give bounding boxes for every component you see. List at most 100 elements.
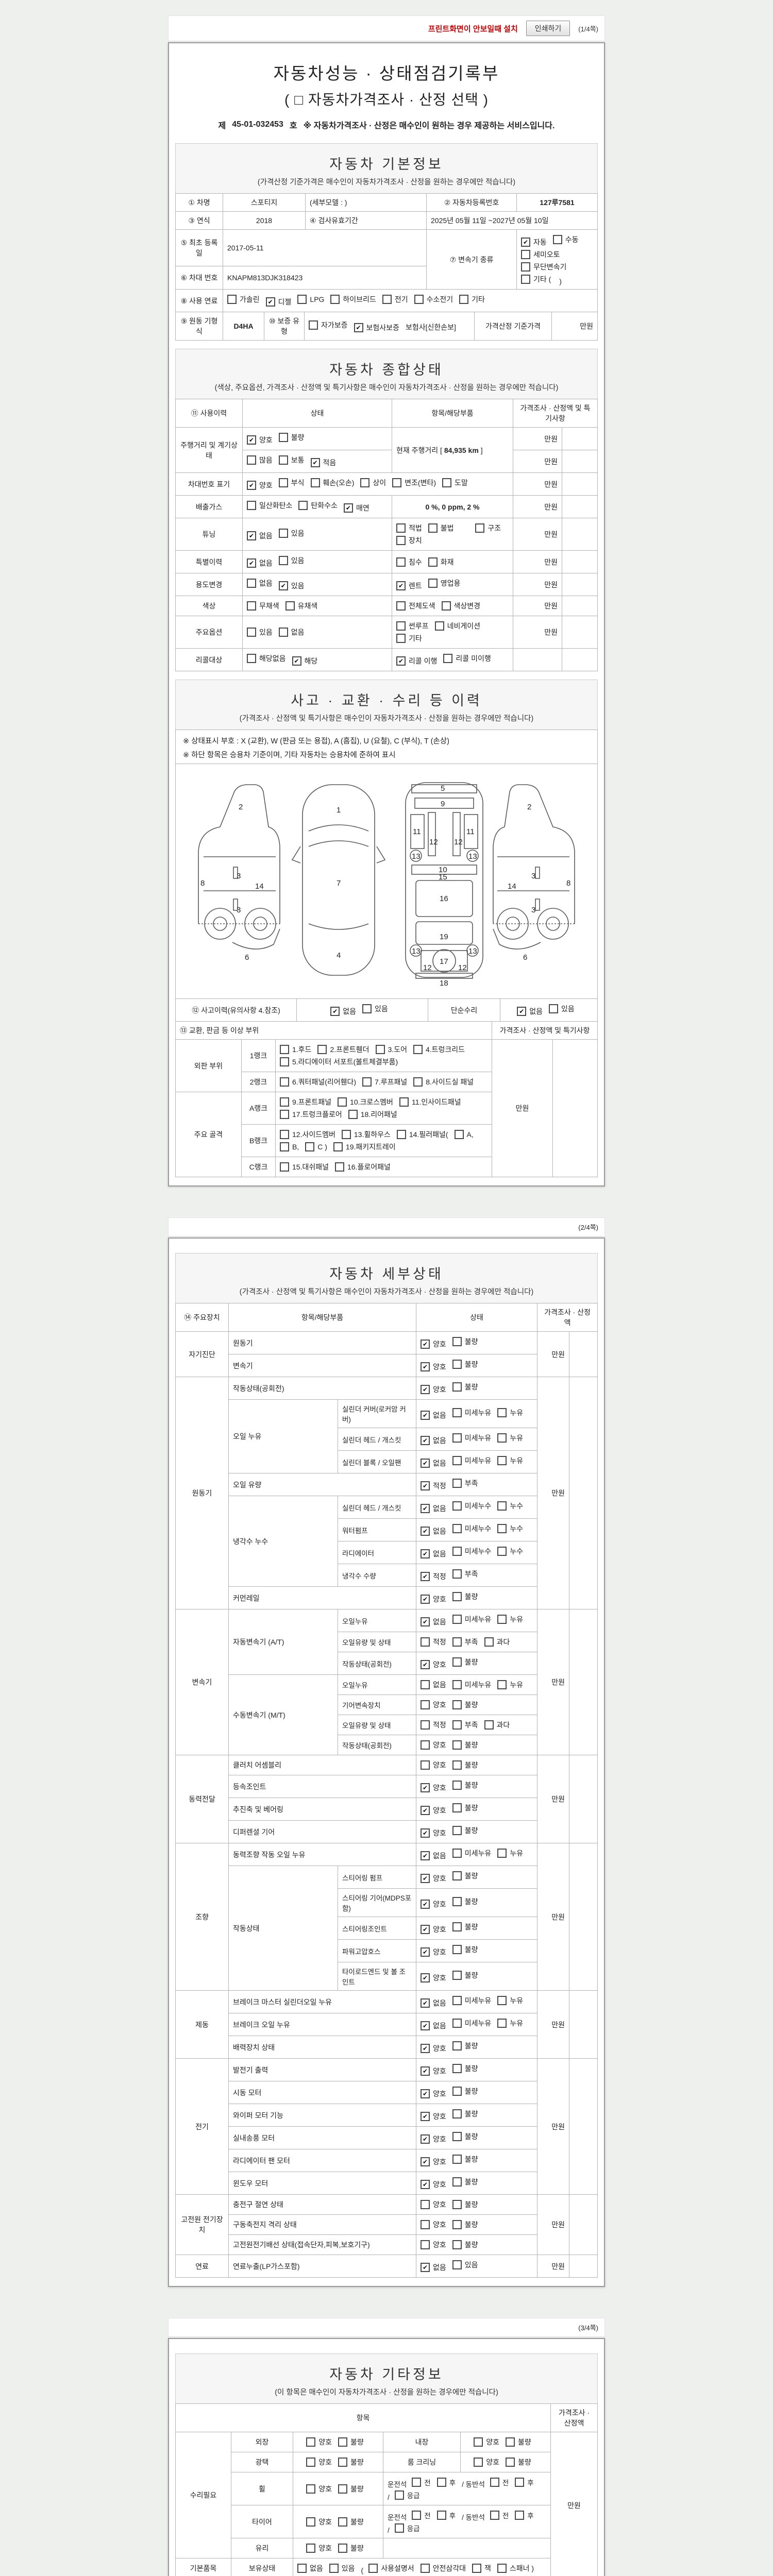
checkbox-checked[interactable]: ✔ 양호	[421, 1594, 446, 1604]
checkbox-unchecked[interactable]: 미세누수	[452, 1501, 491, 1511]
checkbox-checked[interactable]: ✔ 리콜 이행	[396, 656, 437, 666]
checkbox-unchecked[interactable]: 있음	[278, 528, 305, 538]
checkbox-unchecked[interactable]: 불량	[338, 2543, 364, 2553]
checkbox-checked[interactable]: ✔ 적음	[310, 457, 336, 468]
checkbox-unchecked[interactable]: 수소전기	[414, 294, 453, 304]
checkbox-unchecked[interactable]: 없음	[421, 1680, 446, 1690]
checkbox-unchecked[interactable]: 상이	[360, 478, 386, 488]
checkbox-unchecked[interactable]: 훼손(오손)	[310, 478, 354, 488]
checkbox-unchecked[interactable]: 없음	[278, 627, 305, 637]
checkbox-unchecked[interactable]: LPG	[297, 295, 324, 304]
checkbox-unchecked[interactable]: 양호	[421, 1760, 446, 1770]
checkbox-unchecked[interactable]: 불량	[338, 2484, 364, 2494]
checkbox-unchecked[interactable]: 없음	[297, 2563, 323, 2573]
checkbox-checked[interactable]: ✔ 적정	[421, 1481, 446, 1491]
checkbox-checked[interactable]: ✔ 양호	[421, 1384, 446, 1395]
checkbox-unchecked[interactable]: 누유	[497, 1680, 523, 1690]
checkbox-checked[interactable]: ✔ 양호	[421, 1805, 446, 1816]
checkbox-unchecked[interactable]: 양호	[306, 2543, 332, 2553]
checkbox-checked[interactable]: ✔ 양호	[421, 1659, 446, 1670]
checkbox-checked[interactable]: ✔ 양호	[247, 480, 273, 490]
checkbox-unchecked[interactable]: 응급	[394, 2490, 420, 2500]
checkbox-unchecked[interactable]: 19.패키지트레이	[333, 1142, 396, 1152]
checkbox-unchecked[interactable]: 전	[412, 2477, 431, 2487]
checkbox-checked[interactable]: ✔ 양호	[421, 1899, 446, 1909]
checkbox-unchecked[interactable]: 불량	[452, 1700, 478, 1710]
checkbox-checked[interactable]: ✔ 없음	[421, 1435, 446, 1446]
checkbox-checked[interactable]: ✔ 있음	[278, 581, 305, 591]
checkbox-unchecked[interactable]: 불량	[452, 1825, 478, 1836]
checkbox-checked[interactable]: ✔ 양호	[421, 2111, 446, 2122]
checkbox-checked[interactable]: ✔ 없음	[421, 1526, 446, 1536]
checkbox-checked[interactable]: ✔ 해당	[292, 656, 317, 666]
checkbox-unchecked[interactable]: 전	[412, 2510, 431, 2520]
checkbox-unchecked[interactable]: 불량	[338, 2437, 364, 2447]
checkbox-unchecked[interactable]: 17.트렁크플로어	[280, 1109, 342, 1120]
checkbox-unchecked[interactable]: 불량	[338, 2517, 364, 2527]
checkbox-checked[interactable]: ✔ 없음	[421, 2021, 446, 2031]
checkbox-unchecked[interactable]: 기타	[396, 633, 422, 643]
checkbox-unchecked[interactable]: 전기	[382, 294, 408, 304]
checkbox-checked[interactable]: ✔ 없음	[517, 1006, 543, 1016]
checkbox-unchecked[interactable]: 불량	[452, 1657, 478, 1667]
checkbox-checked[interactable]: ✔ 없음	[330, 1006, 356, 1016]
checkbox-unchecked[interactable]: 영업용	[428, 578, 460, 588]
checkbox-checked[interactable]: ✔ 없음	[421, 1503, 446, 1514]
checkbox-unchecked[interactable]: 미세누유	[452, 1408, 491, 1418]
print-install-notice[interactable]: 프린트화면이 안보일때 설치	[428, 24, 518, 33]
checkbox-unchecked[interactable]: 변조(변타)	[392, 478, 436, 488]
checkbox-unchecked[interactable]: 불량	[452, 1922, 478, 1932]
checkbox-checked[interactable]: ✔ 양호	[421, 2043, 446, 2054]
checkbox-unchecked[interactable]: 전	[490, 2477, 509, 2487]
checkbox-unchecked[interactable]: 불량	[452, 2041, 478, 2051]
checkbox-unchecked[interactable]: 불량	[452, 2063, 478, 2074]
checkbox-unchecked[interactable]: 양호	[474, 2457, 499, 2467]
checkbox-checked[interactable]: ✔ 없음	[421, 1410, 446, 1420]
checkbox-unchecked[interactable]: 도말	[442, 478, 468, 488]
checkbox-unchecked[interactable]: 전	[490, 2510, 509, 2520]
checkbox-unchecked[interactable]: 기타 (	[521, 274, 551, 284]
checkbox-unchecked[interactable]: 불량	[338, 2457, 364, 2467]
checkbox-checked[interactable]: ✔ 양호	[421, 1783, 446, 1793]
checkbox-unchecked[interactable]: 있음	[329, 2563, 355, 2573]
checkbox-unchecked[interactable]: 불량	[506, 2437, 531, 2447]
checkbox-unchecked[interactable]: 있음	[549, 1004, 575, 1014]
checkbox-unchecked[interactable]: 3.도어	[375, 1044, 407, 1055]
checkbox-checked[interactable]: ✔ 양호	[421, 1362, 446, 1372]
checkbox-unchecked[interactable]: 부식	[278, 478, 305, 488]
checkbox-unchecked[interactable]: 적정	[421, 1637, 446, 1647]
checkbox-checked[interactable]: ✔ 렌트	[396, 581, 422, 591]
checkbox-checked[interactable]: ✔ 양호	[421, 1924, 446, 1935]
checkbox-unchecked[interactable]: 5.라디에이터 서포트(볼트체결부품)	[280, 1057, 398, 1067]
checkbox-unchecked[interactable]: 리콜 미이행	[443, 653, 491, 664]
checkbox-unchecked[interactable]: 있음	[452, 2260, 478, 2270]
checkbox-unchecked[interactable]: 적정	[421, 1720, 446, 1730]
checkbox-unchecked[interactable]: 있음	[278, 555, 305, 566]
checkbox-unchecked[interactable]: 많음	[247, 455, 273, 465]
checkbox-unchecked[interactable]: 16.플로어패널	[334, 1162, 391, 1172]
checkbox-unchecked[interactable]: 세미오토	[521, 249, 560, 260]
checkbox-unchecked[interactable]: 불량	[452, 1336, 478, 1347]
checkbox-unchecked[interactable]: 적법	[396, 523, 422, 533]
checkbox-unchecked[interactable]: 무단변속기	[521, 262, 566, 272]
checkbox-unchecked[interactable]: A,	[454, 1130, 474, 1139]
checkbox-unchecked[interactable]: 해당없음	[247, 653, 286, 664]
checkbox-unchecked[interactable]: 불량	[452, 1896, 478, 1907]
checkbox-unchecked[interactable]: 미세누유	[452, 1848, 491, 1858]
checkbox-unchecked[interactable]: 누유	[497, 1433, 523, 1443]
checkbox-unchecked[interactable]: 미세누유	[452, 1614, 491, 1624]
checkbox-unchecked[interactable]: 일산화탄소	[247, 500, 292, 511]
checkbox-checked[interactable]: ✔ 양호	[421, 2089, 446, 2099]
checkbox-unchecked[interactable]: 양호	[421, 2199, 446, 2210]
checkbox-unchecked[interactable]: 13.휠하우스	[341, 1129, 391, 1140]
checkbox-unchecked[interactable]: 불량	[452, 2154, 478, 2164]
checkbox-unchecked[interactable]: 11.인사이드패널	[399, 1097, 461, 1107]
checkbox-unchecked[interactable]: 네비게이션	[434, 621, 480, 631]
checkbox-checked[interactable]: ✔ 디젤	[265, 297, 291, 307]
checkbox-unchecked[interactable]: 미세누유	[452, 1680, 491, 1690]
checkbox-checked[interactable]: ✔ 없음	[421, 1549, 446, 1559]
checkbox-unchecked[interactable]: 무채색	[247, 601, 279, 611]
checkbox-unchecked[interactable]: 미세누유	[452, 1433, 491, 1443]
checkbox-unchecked[interactable]: 양호	[306, 2457, 332, 2467]
checkbox-unchecked[interactable]: 7.루프패널	[362, 1077, 407, 1087]
